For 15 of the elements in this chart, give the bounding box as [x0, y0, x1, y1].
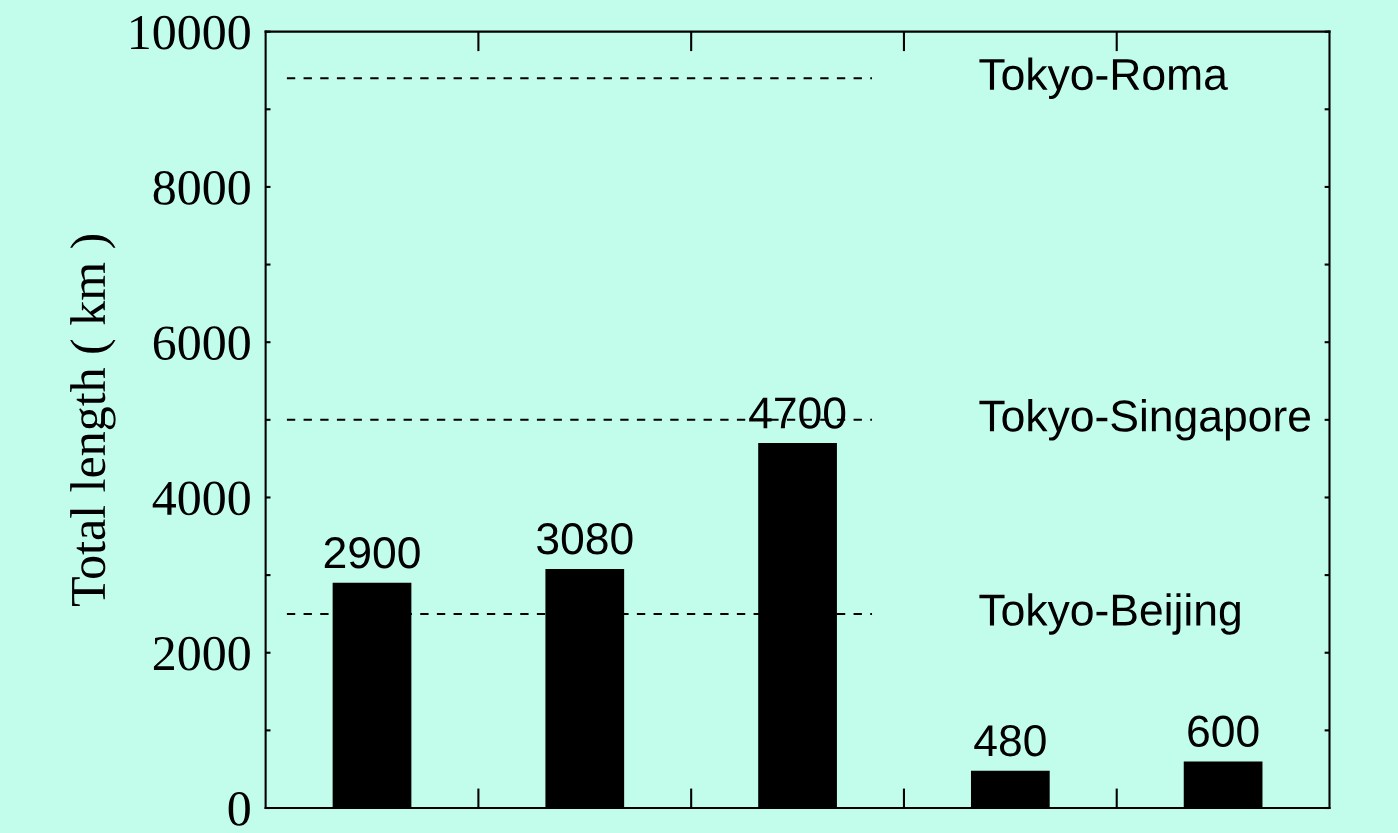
ref-line-label: Tokyo-Roma [979, 57, 1228, 99]
data-label: 2900 [324, 537, 420, 569]
y-axis-title: Total length ( km ) [70, 234, 116, 607]
y-tick-label: 0 [228, 792, 250, 826]
y-tick-label: 6000 [153, 326, 250, 361]
data-label: 3080 [537, 523, 633, 555]
ref-line-label: Tokyo-Singapore [979, 399, 1310, 441]
ref-line-label: Tokyo-Beijing [979, 593, 1240, 635]
y-tick-label: 4000 [152, 481, 250, 516]
data-label: 480 [974, 724, 1046, 757]
data-label: 600 [1188, 715, 1259, 748]
y-tick-label: 8000 [153, 171, 250, 205]
data-label: 4700 [749, 397, 846, 429]
y-tick-label: 2000 [153, 636, 250, 671]
y-tick-label: 10000 [131, 15, 250, 50]
